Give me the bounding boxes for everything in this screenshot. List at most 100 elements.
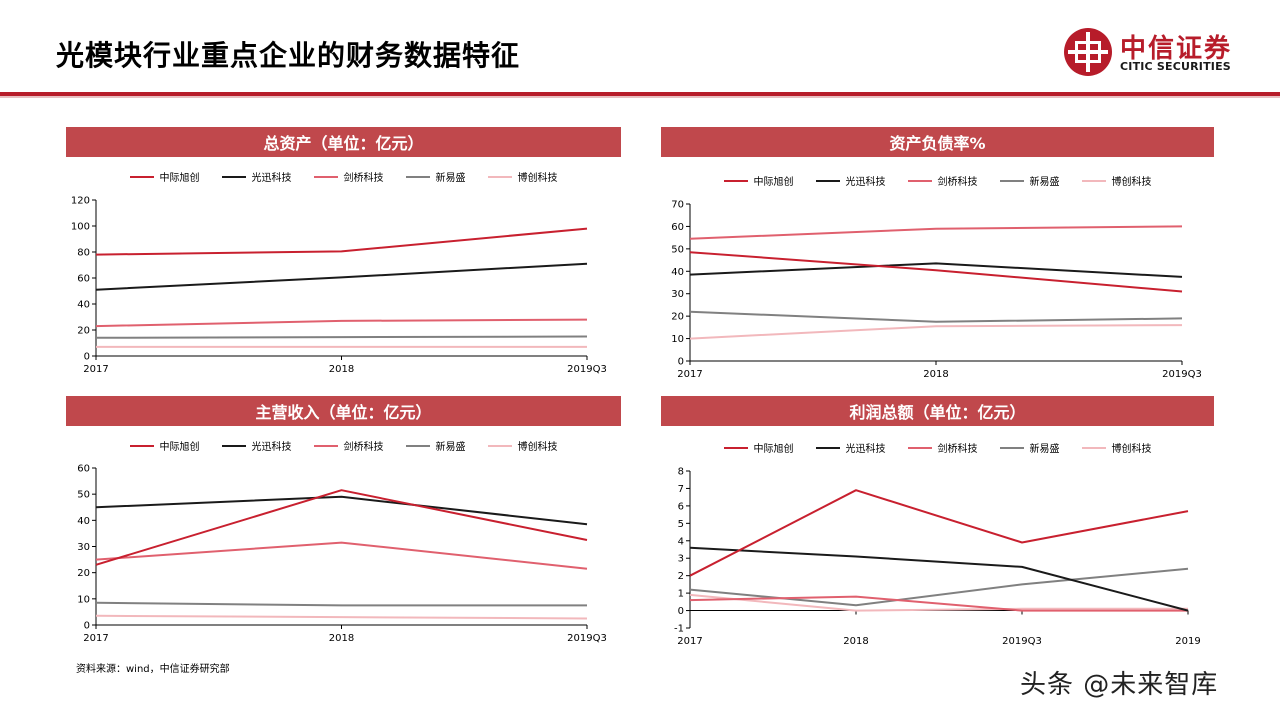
- y-tick-label: 0: [84, 352, 90, 363]
- legend-label: 剑桥科技: [937, 177, 978, 188]
- legend-swatch: [313, 444, 338, 447]
- legend-swatch: [907, 179, 932, 182]
- legend-item: 中际旭创: [723, 173, 794, 188]
- legend-item: 新易盛: [999, 440, 1060, 455]
- x-tick-label: 2017: [83, 364, 108, 375]
- legend-item: 光迅科技: [221, 169, 292, 184]
- y-tick-label: 6: [678, 501, 684, 512]
- series-line: [689, 546, 1189, 612]
- legend-label: 剑桥科技: [343, 442, 384, 453]
- legend-swatch: [313, 175, 338, 178]
- legend-label: 中际旭创: [753, 444, 794, 455]
- legend-swatch: [129, 444, 154, 447]
- panel-debt-ratio: 资产负债率% 中际旭创 光迅科技 剑桥科技 新易盛 博创科技 0 10 20 30 40 50 60…: [661, 127, 1214, 382]
- legend-item: 新易盛: [405, 169, 466, 184]
- series-line: [689, 567, 1189, 607]
- series-line: [95, 614, 588, 620]
- legend-swatch: [815, 446, 840, 449]
- series-line: [689, 310, 1183, 323]
- legend-label: 博创科技: [517, 173, 558, 184]
- page-title: 光模块行业重点企业的财务数据特征: [56, 39, 521, 72]
- legend-item: 光迅科技: [815, 440, 886, 455]
- chart-legend: 中际旭创 光迅科技 剑桥科技 新易盛 博创科技: [661, 440, 1214, 455]
- series-line: [689, 251, 1183, 293]
- y-tick-label: 10: [77, 594, 90, 605]
- legend-item: 中际旭创: [129, 169, 200, 184]
- series-line: [95, 489, 588, 566]
- x-tick-label: 2017: [677, 636, 702, 647]
- legend-item: 光迅科技: [815, 173, 886, 188]
- x-tick-label: 2018: [329, 364, 354, 375]
- data-source-note: 资料来源：wind，中信证券研究部: [76, 664, 230, 675]
- legend-label: 新易盛: [1029, 177, 1060, 188]
- series-line: [95, 495, 588, 526]
- legend-item: 新易盛: [999, 173, 1060, 188]
- chart-title-revenue: 主营收入（单位：亿元）: [66, 396, 621, 426]
- chart-legend: 中际旭创 光迅科技 剑桥科技 新易盛 博创科技: [661, 173, 1214, 188]
- legend-label: 光迅科技: [251, 173, 292, 184]
- x-tick-label: 2017: [83, 633, 108, 644]
- legend-swatch: [723, 446, 748, 449]
- panel-total-assets: 总资产（单位：亿元） 中际旭创 光迅科技 剑桥科技 新易盛 博创科技 0 20 40 60 80…: [66, 127, 621, 377]
- legend-label: 中际旭创: [159, 442, 200, 453]
- y-tick-label: 20: [77, 568, 90, 579]
- y-tick-label: 2: [678, 571, 684, 582]
- logo-english-name: CITIC SECURITIES: [1120, 60, 1231, 73]
- legend-item: 博创科技: [487, 438, 558, 453]
- legend-swatch: [221, 444, 246, 447]
- chart-title-total-assets: 总资产（单位：亿元）: [66, 127, 621, 157]
- legend-swatch: [129, 175, 154, 178]
- y-tick-label: 30: [77, 542, 90, 553]
- legend-item: 博创科技: [1081, 440, 1152, 455]
- legend-item: 光迅科技: [221, 438, 292, 453]
- y-tick-label: 1: [678, 589, 684, 600]
- legend-item: 剑桥科技: [313, 169, 384, 184]
- y-tick-label: 4: [678, 536, 684, 547]
- legend-label: 光迅科技: [845, 444, 886, 455]
- legend-item: 新易盛: [405, 438, 466, 453]
- legend-label: 中际旭创: [753, 177, 794, 188]
- watermark: 头条 @未来智库: [1020, 670, 1219, 700]
- legend-swatch: [999, 446, 1024, 449]
- series-line: [689, 489, 1189, 577]
- chart-legend: 中际旭创 光迅科技 剑桥科技 新易盛 博创科技: [66, 438, 621, 453]
- chart-title-debt-ratio: 资产负债率%: [661, 127, 1214, 157]
- x-tick-label: 2019Q3: [567, 633, 607, 644]
- chart-title-total-profit: 利润总额（单位：亿元）: [661, 396, 1214, 426]
- legend-swatch: [723, 179, 748, 182]
- y-tick-label: 120: [71, 196, 90, 207]
- legend-label: 光迅科技: [845, 177, 886, 188]
- logo-chinese-name: 中信证券: [1120, 34, 1233, 64]
- chart-total-assets: 0 20 40 60 80 100 120 2017 2018 2019Q3: [71, 196, 607, 376]
- y-tick-label: 3: [678, 554, 684, 565]
- legend-swatch: [1081, 179, 1106, 182]
- series-line: [95, 262, 588, 291]
- y-tick-label: 5: [678, 519, 684, 530]
- series-line: [689, 262, 1183, 278]
- y-tick-label: 60: [77, 464, 90, 475]
- chart-debt-ratio: 0 10 20 30 40 50 60 70 2017 2018 2019Q3: [671, 200, 1202, 381]
- legend-item: 剑桥科技: [907, 440, 978, 455]
- legend-label: 博创科技: [517, 442, 558, 453]
- legend-item: 剑桥科技: [907, 173, 978, 188]
- header-rule: [0, 92, 1280, 96]
- x-tick-label: 2018: [329, 633, 354, 644]
- x-tick-label: 2019Q3: [567, 364, 607, 375]
- series-line: [95, 227, 588, 256]
- citic-emblem-icon: [1064, 28, 1112, 76]
- legend-swatch: [405, 444, 430, 447]
- x-tick-label: 2019: [1175, 636, 1200, 647]
- legend-swatch: [1081, 446, 1106, 449]
- y-tick-label: 60: [671, 222, 684, 233]
- y-tick-label: 0: [678, 606, 684, 617]
- y-tick-label: 7: [678, 484, 684, 495]
- legend-label: 博创科技: [1111, 444, 1152, 455]
- y-tick-label: 80: [77, 248, 90, 259]
- legend-item: 中际旭创: [129, 438, 200, 453]
- y-tick-label: 50: [671, 244, 684, 255]
- legend-label: 剑桥科技: [937, 444, 978, 455]
- y-tick-label: 60: [77, 274, 90, 285]
- y-tick-label: 100: [71, 222, 90, 233]
- legend-item: 剑桥科技: [313, 438, 384, 453]
- series-line: [95, 335, 588, 339]
